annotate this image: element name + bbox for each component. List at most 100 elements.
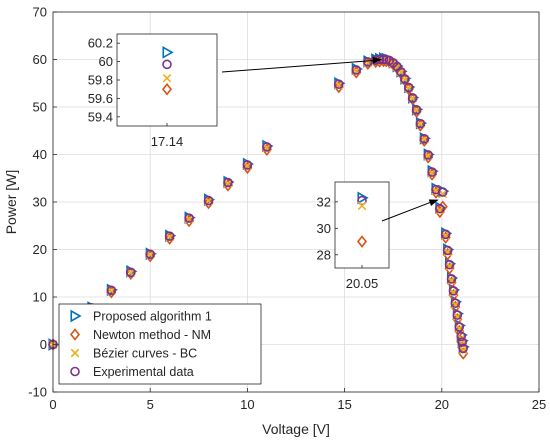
x-tick-label: 20 xyxy=(435,397,449,412)
inset-marker-proposed xyxy=(162,46,174,59)
inset-y-tick-label: 59.6 xyxy=(88,91,113,106)
data-point xyxy=(145,249,155,260)
inset-frame xyxy=(116,33,218,127)
data-point xyxy=(242,160,253,170)
legend: Proposed algorithm 1 Newton method - NM Bé… xyxy=(58,303,262,385)
data-point xyxy=(452,310,463,320)
plot-markers xyxy=(47,52,470,360)
inset-y-tick-label: 60.2 xyxy=(88,36,113,51)
y-tick-label: -10 xyxy=(28,385,47,400)
data-point xyxy=(106,285,117,296)
data-point xyxy=(419,134,430,144)
inset-2: 32 30 28 20.05 xyxy=(317,181,439,291)
y-tick-label: 30 xyxy=(33,195,47,210)
zoom-arrow-head xyxy=(428,199,439,206)
inset-marker-bezier xyxy=(162,73,172,83)
data-point xyxy=(415,119,426,132)
y-axis-label: Power [W] xyxy=(3,170,19,235)
data-point xyxy=(351,66,362,79)
y-tick-label: 20 xyxy=(33,242,47,257)
data-point xyxy=(261,143,272,157)
y-tick-label: 40 xyxy=(33,147,47,162)
data-point xyxy=(448,286,459,296)
legend-marker-proposed xyxy=(70,309,82,323)
data-point xyxy=(203,196,214,210)
data-point xyxy=(125,267,136,278)
inset-1: 60.2 60 59.8 59.6 59.4 17.14 xyxy=(88,33,383,149)
data-point xyxy=(333,80,344,94)
data-point xyxy=(427,167,437,177)
data-point xyxy=(403,82,414,93)
data-point xyxy=(407,93,418,106)
legend-box xyxy=(58,303,262,385)
zoom-arrow-head xyxy=(372,56,383,64)
legend-label: Experimental data xyxy=(93,365,194,379)
data-point xyxy=(419,134,430,148)
inset-y-tick-label: 32 xyxy=(317,194,331,209)
data-point xyxy=(145,249,156,263)
y-tick-label: 70 xyxy=(33,5,47,20)
data-point xyxy=(164,231,175,241)
legend-label: Bézier curves - BC xyxy=(93,347,197,361)
data-point xyxy=(411,105,422,119)
inset-x-tick-label: 17.14 xyxy=(151,134,184,149)
inset-y-tick-label: 30 xyxy=(317,221,331,236)
data-point xyxy=(125,267,136,281)
inset-y-tick-label: 59.4 xyxy=(88,109,113,124)
data-point xyxy=(362,57,373,71)
legend-label: Proposed algorithm 1 xyxy=(93,310,212,324)
data-point xyxy=(223,177,233,188)
data-point xyxy=(450,298,461,308)
data-point xyxy=(407,93,418,103)
data-point xyxy=(400,74,410,84)
x-tick-label: 5 xyxy=(147,397,154,412)
data-point xyxy=(440,229,451,240)
data-point xyxy=(458,343,468,354)
data-point xyxy=(184,213,194,223)
data-point xyxy=(222,179,233,192)
inset-marker-newton xyxy=(161,82,173,96)
data-point xyxy=(446,274,457,284)
data-point xyxy=(458,345,468,355)
data-point xyxy=(415,118,426,129)
data-point xyxy=(262,142,272,152)
data-point xyxy=(184,214,195,228)
legend-marker-newton xyxy=(69,328,81,341)
data-point xyxy=(444,259,455,270)
data-point xyxy=(351,65,362,75)
x-axis-label: Voltage [V] xyxy=(262,421,330,437)
data-point xyxy=(396,67,406,77)
inset-marker-experimental xyxy=(357,195,367,206)
data-point xyxy=(423,150,433,160)
data-point xyxy=(423,151,434,164)
x-tick-label: 25 xyxy=(532,397,546,412)
inset-marker-bezier xyxy=(357,201,367,211)
legend-marker-experimental xyxy=(70,366,80,377)
y-tick-label: 10 xyxy=(33,290,47,305)
data-point xyxy=(442,245,453,256)
y-tick-label: 50 xyxy=(33,100,47,115)
y-tick-label: 60 xyxy=(33,52,47,67)
data-point xyxy=(435,203,445,214)
zoom-arrow-line xyxy=(381,200,435,222)
data-point xyxy=(437,187,448,197)
x-tick-label: 10 xyxy=(240,397,254,412)
y-tick-label: 0 xyxy=(40,337,47,352)
data-point xyxy=(164,232,175,245)
inset-marker-experimental xyxy=(162,59,172,70)
data-point xyxy=(427,168,438,181)
inset-marker-newton xyxy=(356,235,368,248)
legend-label: Newton method - NM xyxy=(93,328,211,342)
zoom-arrow-line xyxy=(221,59,379,73)
x-tick-label: 15 xyxy=(337,397,351,412)
data-point xyxy=(203,195,214,206)
data-point xyxy=(456,331,467,342)
data-point xyxy=(454,322,465,332)
zoom-insets: 60.2 60 59.8 59.6 59.4 17.14 32 30 28 20.05 xyxy=(88,33,439,291)
x-tick-label: 0 xyxy=(49,397,56,412)
inset-x-tick-label: 20.05 xyxy=(346,276,379,291)
inset-y-tick-label: 28 xyxy=(317,247,331,262)
data-point xyxy=(440,231,451,244)
